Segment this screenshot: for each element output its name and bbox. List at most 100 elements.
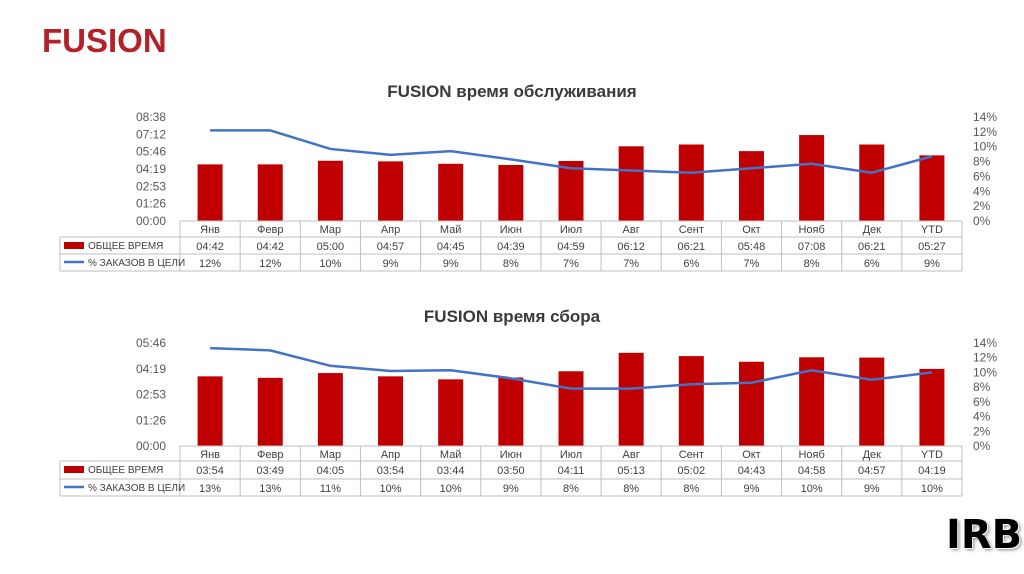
data-label-percent: 8% [683,483,699,495]
data-label-percent: 10% [801,483,823,495]
bar [738,151,764,221]
category-label: Сент [679,449,704,461]
data-label-time: 07:08 [798,241,826,253]
data-label-percent: 7% [744,258,760,270]
category-label: Апр [381,224,400,236]
category-label: Нояб [798,224,824,236]
data-label-time: 04:57 [858,465,886,477]
bar [859,357,885,446]
data-label-time: 04:57 [377,241,405,253]
bar [859,144,885,221]
data-label-percent: 6% [864,258,880,270]
y-right-tick: 6% [973,169,991,183]
y-left-tick: 04:19 [136,162,166,176]
data-label-percent: 11% [320,483,341,495]
category-label: Июл [560,449,582,461]
bar [317,373,343,446]
category-label: Дек [863,224,882,236]
category-label: Авг [623,449,640,461]
data-label-time: 06:21 [858,241,886,253]
data-label-time: 04:42 [196,241,224,253]
category-label: Сент [679,224,704,236]
slide-title: FUSION [42,22,167,59]
y-left-tick: 05:46 [136,336,166,350]
bar [558,371,584,446]
y-right-tick: 0% [973,439,991,453]
bar [618,352,644,446]
category-label: YTD [921,449,943,461]
y-right-tick: 8% [973,380,991,394]
y-right-tick: 12% [973,351,997,365]
bar [438,163,464,221]
data-label-time: 05:27 [918,241,946,253]
category-label: YTD [921,224,943,236]
data-label-percent: 9% [503,483,519,495]
category-label: Июл [560,224,582,236]
bar [618,146,644,221]
data-label-percent: 9% [864,483,880,495]
data-label-percent: 8% [563,483,579,495]
category-label: Июн [500,449,522,461]
y-left-tick: 00:00 [136,439,166,453]
y-left-tick: 02:53 [136,388,166,402]
data-label-percent: 12% [259,258,281,270]
data-label-time: 05:13 [617,465,645,477]
bar [919,155,945,221]
category-label: Янв [200,449,220,461]
legend-bar-label: ОБЩЕЕ ВРЕМЯ [88,241,163,252]
data-label-time: 03:49 [256,465,284,477]
data-label-time: 05:00 [317,241,345,253]
data-label-percent: 10% [380,483,402,495]
y-left-tick: 01:26 [136,413,166,427]
data-label-percent: 9% [443,258,459,270]
category-label: Мар [320,449,342,461]
category-label: Февр [257,449,283,461]
y-right-tick: 8% [973,155,991,169]
bar [558,160,584,221]
data-label-time: 03:50 [497,465,525,477]
category-label: Янв [200,224,220,236]
y-left-tick: 04:19 [136,362,166,376]
data-label-percent: 10% [440,483,462,495]
legend-bar-swatch [64,242,84,249]
bar [678,144,704,221]
bar [317,160,343,221]
y-left-tick: 07:12 [136,127,166,141]
data-label-percent: 7% [563,258,579,270]
data-label-time: 05:02 [678,465,706,477]
category-label: Май [440,449,462,461]
y-right-tick: 4% [973,184,991,198]
data-label-time: 04:43 [738,465,766,477]
y-right-tick: 4% [973,410,991,424]
data-label-percent: 13% [259,483,281,495]
data-label-time: 04:42 [256,241,284,253]
category-label: Нояб [798,449,824,461]
data-label-percent: 8% [503,258,519,270]
legend-bar-label: ОБЩЕЕ ВРЕМЯ [88,465,163,476]
data-label-time: 04:45 [437,241,465,253]
data-label-time: 04:19 [918,465,946,477]
irb-logo: IRB [946,512,1023,558]
y-right-tick: 0% [973,214,991,228]
chart-title-picking: FUSION время сбора [423,307,601,326]
bar [799,135,825,221]
bar [498,164,524,221]
category-label: Окт [742,449,761,461]
bar [257,377,283,446]
data-label-percent: 10% [921,483,943,495]
category-label: Июн [500,224,522,236]
bar [257,164,283,221]
bar [498,377,524,446]
category-label: Дек [863,449,882,461]
y-right-tick: 10% [973,140,997,154]
category-label: Май [440,224,462,236]
bar [197,164,223,221]
data-label-percent: 9% [383,258,399,270]
data-label-percent: 9% [924,258,940,270]
y-right-tick: 14% [973,336,997,350]
y-left-tick: 01:26 [136,197,166,211]
bar [738,361,764,446]
data-label-percent: 6% [683,258,699,270]
data-label-time: 04:39 [497,241,525,253]
